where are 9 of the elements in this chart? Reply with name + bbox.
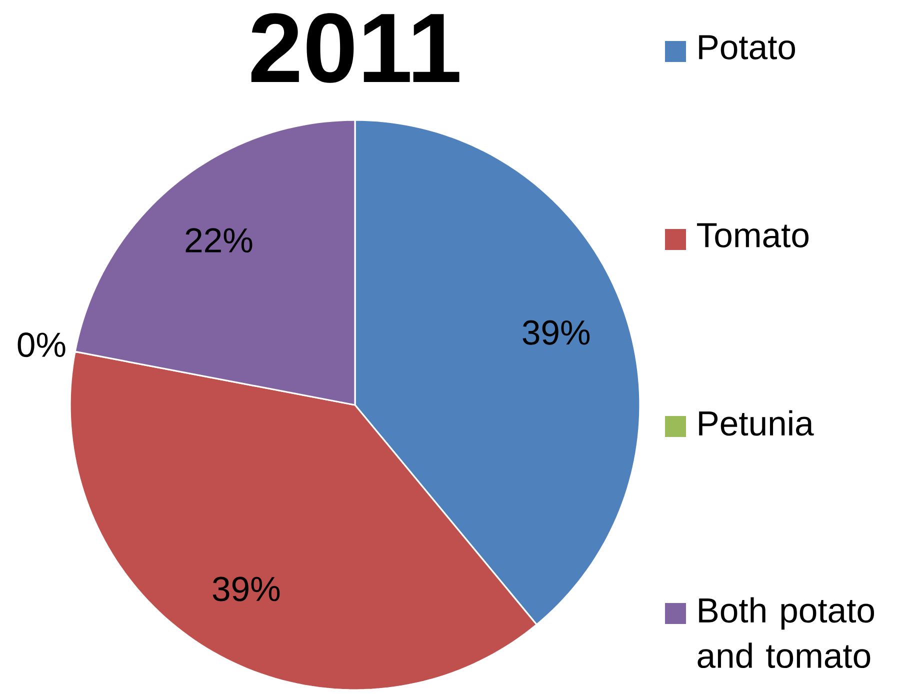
data-label: 39%: [212, 576, 280, 602]
legend-label: Petunia: [699, 410, 814, 436]
chart-title: 2011: [251, 13, 460, 83]
data-label: 22%: [186, 228, 252, 253]
legend-label: Tomato: [697, 223, 809, 248]
legend-label: Both potato and tomato: [698, 597, 874, 668]
data-label: 39%: [522, 320, 590, 345]
text: 0%: [18, 332, 66, 358]
legend-label: Potato: [699, 35, 796, 60]
